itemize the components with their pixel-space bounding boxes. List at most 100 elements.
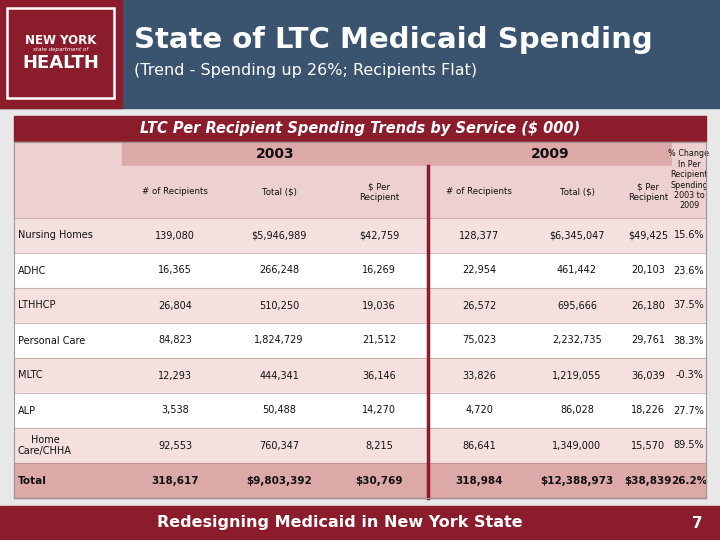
Bar (14, 142, 706, 498)
Bar (0, 506, 720, 540)
Text: Home
Care/CHHA: Home Care/CHHA (18, 435, 72, 456)
Text: Redesigning Medicaid in New York State: Redesigning Medicaid in New York State (157, 516, 523, 530)
Bar (14, 218, 706, 253)
Text: 38.3%: 38.3% (674, 335, 704, 346)
Text: # of Recipients: # of Recipients (142, 187, 208, 197)
Text: 128,377: 128,377 (459, 231, 499, 240)
Text: 318,984: 318,984 (455, 476, 503, 485)
Text: 19,036: 19,036 (362, 300, 396, 310)
Bar (14, 253, 706, 288)
Text: 27.7%: 27.7% (674, 406, 704, 415)
Text: 2,232,735: 2,232,735 (552, 335, 602, 346)
Bar (7, 8, 114, 98)
Bar (14, 463, 706, 498)
Text: Total ($): Total ($) (559, 187, 595, 197)
Text: $ Per
Recipient: $ Per Recipient (359, 183, 399, 202)
Text: $38,839: $38,839 (624, 476, 672, 485)
Text: $49,425: $49,425 (628, 231, 668, 240)
Text: 89.5%: 89.5% (674, 441, 704, 450)
Bar (122, 142, 428, 166)
Text: 37.5%: 37.5% (674, 300, 704, 310)
Text: 15,570: 15,570 (631, 441, 665, 450)
Bar (14, 393, 706, 428)
Text: Total ($): Total ($) (261, 187, 297, 197)
Text: 266,248: 266,248 (259, 266, 299, 275)
Text: 84,823: 84,823 (158, 335, 192, 346)
Text: % Change
In Per
Recipient
Spending
2003 to
2009: % Change In Per Recipient Spending 2003 … (668, 150, 709, 211)
Text: $ Per
Recipient: $ Per Recipient (628, 183, 668, 202)
Text: 318,617: 318,617 (151, 476, 199, 485)
Text: 33,826: 33,826 (462, 370, 496, 381)
Text: $30,769: $30,769 (355, 476, 402, 485)
Bar (14, 116, 706, 142)
Bar (14, 142, 122, 166)
Text: 1,219,055: 1,219,055 (552, 370, 602, 381)
Text: MLTC: MLTC (18, 370, 42, 381)
Text: # of Recipients: # of Recipients (446, 187, 512, 197)
Text: Personal Care: Personal Care (18, 335, 85, 346)
Text: 26,572: 26,572 (462, 300, 496, 310)
Text: -0.3%: -0.3% (675, 370, 703, 381)
Text: 760,347: 760,347 (259, 441, 299, 450)
Text: 8,215: 8,215 (365, 441, 393, 450)
Bar (14, 288, 706, 323)
Text: 12,293: 12,293 (158, 370, 192, 381)
Text: 92,553: 92,553 (158, 441, 192, 450)
Text: $5,946,989: $5,946,989 (251, 231, 307, 240)
Text: 1,349,000: 1,349,000 (552, 441, 602, 450)
Text: 1,824,729: 1,824,729 (254, 335, 304, 346)
Bar (14, 166, 122, 218)
Text: $42,759: $42,759 (359, 231, 399, 240)
Text: 86,028: 86,028 (560, 406, 594, 415)
Text: 36,039: 36,039 (631, 370, 665, 381)
Text: 7: 7 (692, 516, 702, 530)
Text: 2003: 2003 (256, 147, 294, 161)
Text: 26,804: 26,804 (158, 300, 192, 310)
Text: 36,146: 36,146 (362, 370, 396, 381)
Text: 75,023: 75,023 (462, 335, 496, 346)
Text: (Trend - Spending up 26%; Recipients Flat): (Trend - Spending up 26%; Recipients Fla… (134, 63, 477, 78)
Text: 22,954: 22,954 (462, 266, 496, 275)
Text: LTHHCP: LTHHCP (18, 300, 55, 310)
Text: 139,080: 139,080 (155, 231, 195, 240)
Text: state department of: state department of (33, 48, 89, 52)
Text: 26,180: 26,180 (631, 300, 665, 310)
Text: 4,720: 4,720 (465, 406, 493, 415)
Bar (14, 428, 706, 463)
Text: 16,365: 16,365 (158, 266, 192, 275)
Text: ALP: ALP (18, 406, 36, 415)
Text: NEW YORK: NEW YORK (25, 33, 96, 46)
Text: 695,666: 695,666 (557, 300, 597, 310)
Text: LTC Per Recipient Spending Trends by Service ($ 000): LTC Per Recipient Spending Trends by Ser… (140, 122, 580, 137)
Text: 15.6%: 15.6% (674, 231, 704, 240)
Text: HEALTH: HEALTH (22, 54, 99, 72)
Text: 444,341: 444,341 (259, 370, 299, 381)
Text: 50,488: 50,488 (262, 406, 296, 415)
Text: 18,226: 18,226 (631, 406, 665, 415)
Bar (0, 0, 720, 108)
Text: 510,250: 510,250 (259, 300, 299, 310)
Bar (428, 166, 530, 218)
Text: $6,345,047: $6,345,047 (549, 231, 605, 240)
Text: $9,803,392: $9,803,392 (246, 476, 312, 485)
Text: ADHC: ADHC (18, 266, 46, 275)
Text: 20,103: 20,103 (631, 266, 665, 275)
Text: 29,761: 29,761 (631, 335, 665, 346)
Text: 86,641: 86,641 (462, 441, 496, 450)
Text: $12,388,973: $12,388,973 (541, 476, 613, 485)
Bar (624, 166, 672, 218)
Text: 3,538: 3,538 (161, 406, 189, 415)
Text: 21,512: 21,512 (362, 335, 396, 346)
Bar (228, 166, 330, 218)
Bar (330, 166, 428, 218)
Text: 14,270: 14,270 (362, 406, 396, 415)
Bar (14, 323, 706, 358)
Text: State of LTC Medicaid Spending: State of LTC Medicaid Spending (134, 26, 653, 54)
Text: 2009: 2009 (531, 147, 570, 161)
Bar (14, 358, 706, 393)
Bar (0, 0, 122, 108)
Bar (530, 166, 624, 218)
Text: Total: Total (18, 476, 47, 485)
Bar (122, 166, 228, 218)
Text: Nursing Homes: Nursing Homes (18, 231, 93, 240)
